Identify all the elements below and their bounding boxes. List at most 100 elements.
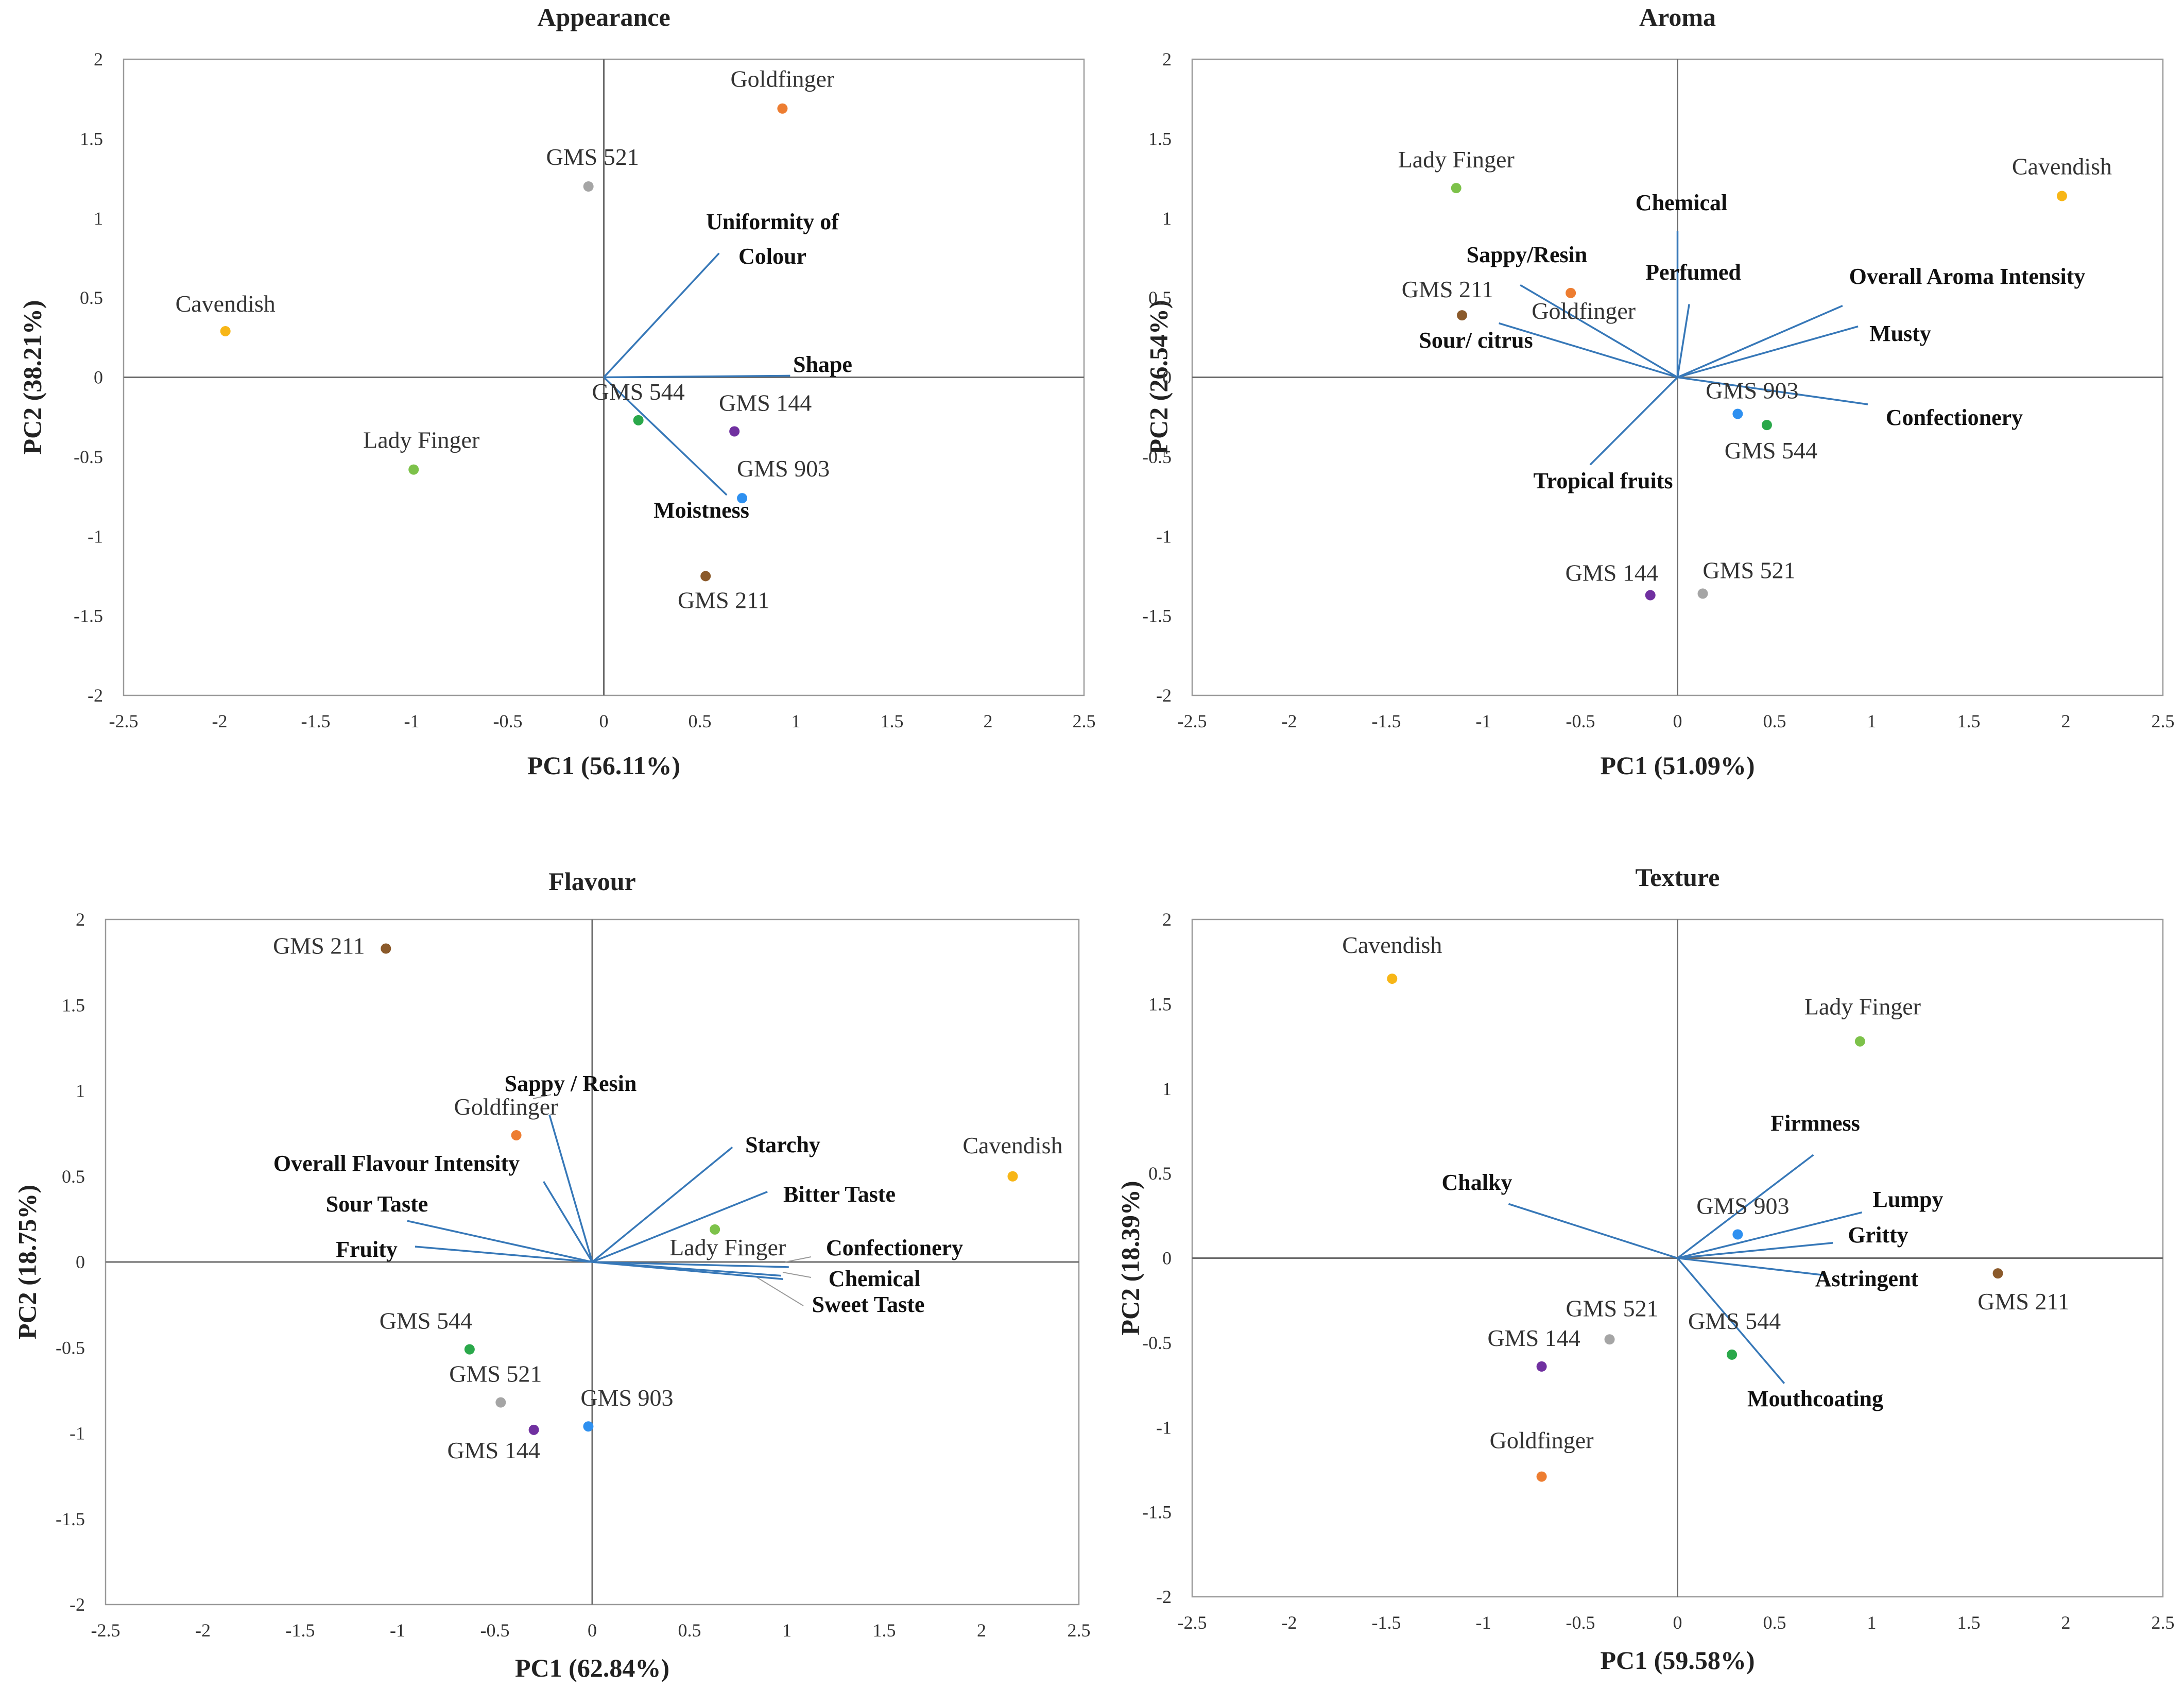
y-tick-label: 1	[1162, 208, 1172, 229]
x-tick-label: 1	[782, 1620, 792, 1641]
point-gms-544	[464, 1344, 475, 1355]
panel-texture: Texture PC1 (59.58%) PC2 (18.39%) -2.5 -2 -1.…	[1115, 863, 2174, 1675]
y-tick-label: 0	[76, 1252, 85, 1272]
point-goldfinger	[777, 103, 788, 114]
point-label: GMS 521	[1703, 557, 1795, 583]
x-tick-label: -1	[1476, 1612, 1491, 1633]
x-tick-label: 0	[599, 711, 609, 731]
vector-label: Chalky	[1442, 1170, 1512, 1195]
vector-label: Fruity	[336, 1237, 398, 1262]
loading-vector-sour-taste	[407, 1220, 593, 1263]
vector-label: Sweet Taste	[812, 1292, 925, 1317]
x-tick-label: -1.5	[1372, 1612, 1401, 1633]
loading-vector-moistness	[603, 377, 728, 496]
y-axis-label: PC2 (18.75%)	[12, 1185, 41, 1339]
x-tick-label: 1.5	[873, 1620, 896, 1641]
leader-line	[532, 1094, 552, 1099]
loading-vector-tropical-fruits	[1589, 377, 1678, 466]
x-axis-label: PC1 (51.09%)	[1601, 751, 1755, 780]
point-label: GMS 144	[1566, 559, 1658, 586]
vector-label: Sappy/Resin	[1467, 242, 1588, 267]
point-gms-521	[495, 1397, 506, 1408]
y-axis-label: PC2 (26.54%)	[1144, 300, 1173, 455]
panel-appearance: Appearance PC1 (56.11%) PC2 (38.21%) -2.5 -2…	[18, 3, 1095, 780]
x-tick-label: -2.5	[109, 711, 139, 731]
point-gms-521	[583, 181, 594, 192]
loading-vector-confectionery	[592, 1261, 789, 1268]
y-tick-label: -1	[1156, 1417, 1172, 1438]
x-tick-label: -0.5	[493, 711, 523, 731]
x-tick-label: 2	[984, 711, 993, 731]
loading-vector-overall-aroma-intensity	[1677, 304, 1843, 379]
y-tick-label: -1.5	[56, 1509, 85, 1529]
point-label: GMS 903	[1706, 378, 1798, 404]
y-axis-label: PC2 (18.39%)	[1115, 1181, 1144, 1336]
x-tick-label: 0.5	[689, 711, 712, 731]
y-tick-label: -1	[70, 1423, 85, 1444]
point-lady-finger	[1451, 183, 1461, 194]
vector-label: Uniformity of	[706, 209, 839, 234]
x-tick-label: 2	[977, 1620, 986, 1641]
point-gms-211	[381, 943, 391, 954]
point-label: GMS 144	[1487, 1325, 1580, 1351]
y-tick-label: 0.5	[1148, 287, 1172, 308]
y-tick-label: -1	[88, 526, 103, 547]
x-tick-label: -1	[404, 711, 420, 731]
x-tick-label: 2	[2061, 1612, 2071, 1633]
vector-label: Perfumed	[1645, 260, 1741, 285]
point-cavendish	[220, 326, 231, 336]
point-label: Cavendish	[962, 1132, 1062, 1158]
point-label: GMS 211	[678, 587, 770, 613]
point-label: Goldfinger	[454, 1094, 558, 1120]
x-axis-label: PC1 (56.11%)	[527, 751, 680, 780]
y-tick-label: 1	[1162, 1079, 1172, 1099]
y-tick-label: -2	[88, 685, 103, 706]
x-tick-label: -0.5	[480, 1620, 510, 1641]
point-gms-903	[583, 1421, 594, 1432]
loading-vector-sweet-taste	[592, 1261, 783, 1280]
x-tick-label: -1	[1476, 711, 1491, 731]
chart-title: Aroma	[1639, 3, 1716, 31]
x-tick-label: 1	[1867, 1612, 1877, 1633]
point-lady-finger	[408, 464, 419, 475]
loading-vector-shape	[604, 374, 790, 379]
loading-vector-fruity	[415, 1246, 593, 1263]
vector-label: Musty	[1869, 321, 1931, 346]
y-tick-label: 2	[94, 49, 103, 70]
point-label: GMS 144	[719, 389, 812, 416]
y-tick-label: -0.5	[56, 1337, 85, 1358]
x-tick-label: 2	[2061, 711, 2071, 731]
y-tick-label: -1.5	[1142, 1502, 1172, 1523]
x-tick-label: 2.5	[2152, 711, 2175, 731]
y-tick-label: -1	[1156, 526, 1172, 547]
point-label: GMS 544	[1725, 437, 1817, 464]
leader-line	[785, 1256, 812, 1263]
vector-label: Sour Taste	[326, 1191, 428, 1217]
vector-label: Astringent	[1815, 1266, 1919, 1291]
point-gms-144	[729, 426, 740, 437]
point-label: GMS 211	[273, 933, 365, 959]
point-gms-144	[1536, 1361, 1547, 1372]
loading-vector-confectionery	[1677, 376, 1868, 405]
point-cavendish	[2056, 191, 2067, 201]
point-gms-521	[1604, 1334, 1615, 1345]
vector-label: Chemical	[829, 1266, 920, 1291]
vector-label: Sour/ citrus	[1419, 328, 1533, 353]
vector-label: Overall Aroma Intensity	[1849, 264, 2086, 289]
point-goldfinger	[1536, 1471, 1547, 1482]
y-tick-label: 1.5	[1148, 994, 1172, 1014]
y-tick-label: 0.5	[1148, 1163, 1172, 1184]
chart-title: Flavour	[548, 867, 635, 896]
loading-vector-chalky	[1508, 1203, 1678, 1259]
vector-label: Lumpy	[1873, 1187, 1944, 1212]
loading-vector-sappy-resin	[548, 1114, 593, 1263]
y-tick-label: 2	[1162, 49, 1172, 70]
y-tick-label: 2	[1162, 909, 1172, 930]
panel-aroma: Aroma PC1 (51.09%) PC2 (26.54%) -2.5 -2 -1.5 -…	[1142, 3, 2175, 780]
loading-vector-uniformity-of-colour	[603, 252, 720, 378]
chart-title: Texture	[1636, 863, 1720, 892]
x-tick-label: 1.5	[881, 711, 904, 731]
point-label: Cavendish	[1342, 932, 1442, 958]
x-tick-label: -0.5	[1566, 1612, 1595, 1633]
loading-vector-starchy	[591, 1146, 733, 1263]
